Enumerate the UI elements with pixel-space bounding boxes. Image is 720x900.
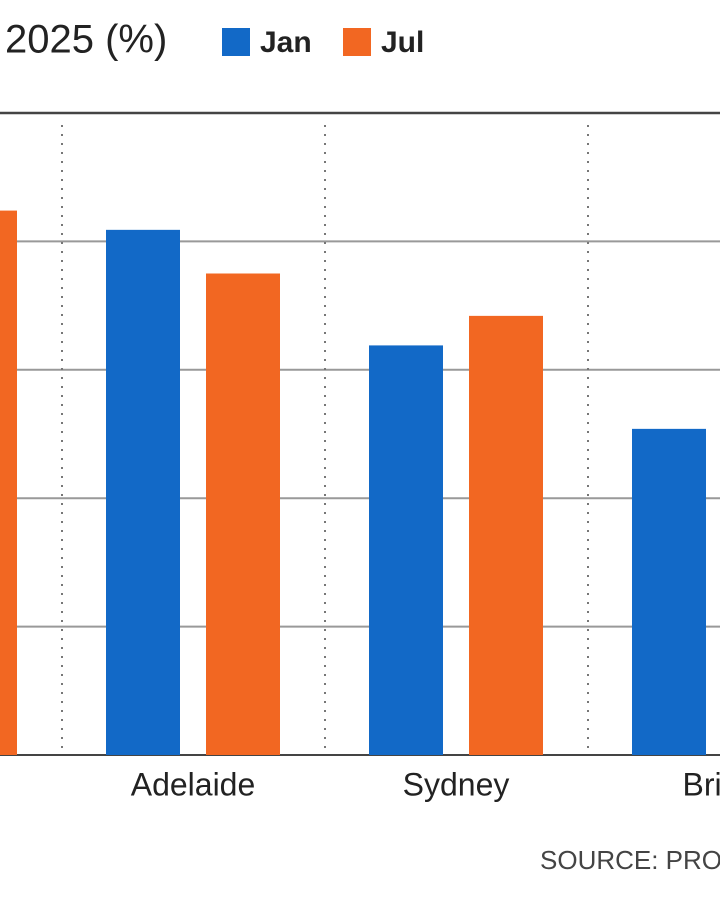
source-note: SOURCE: PRO: [540, 845, 720, 875]
legend-swatch: [222, 28, 250, 56]
bar: [0, 210, 17, 756]
legend-label: Jul: [381, 26, 424, 59]
legend-label: Jan: [260, 26, 312, 59]
bar: [206, 273, 280, 755]
x-tick-label: Adelaide: [131, 766, 256, 802]
x-tick-label: Brisb: [683, 766, 720, 802]
bar: [369, 345, 443, 755]
x-tick-label: Sydney: [403, 766, 510, 802]
chart-title: 2025 (%): [5, 18, 167, 62]
bar: [106, 229, 180, 755]
bar: [632, 428, 706, 755]
bar: [469, 315, 543, 755]
legend-swatch: [343, 28, 371, 56]
